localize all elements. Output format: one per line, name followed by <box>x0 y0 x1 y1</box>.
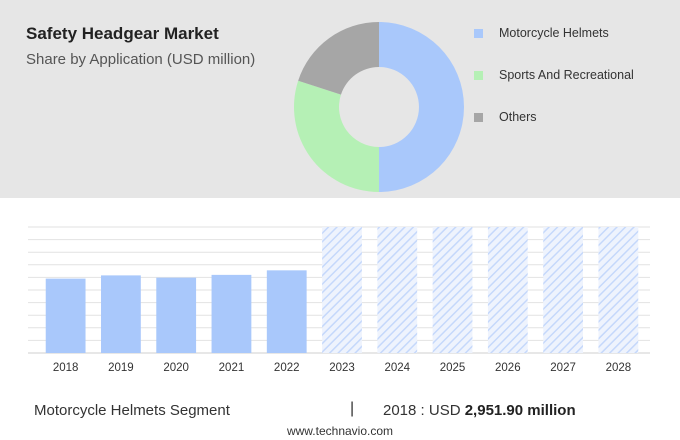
bar-forecast-2023 <box>322 227 362 353</box>
x-tick-label-2025: 2025 <box>440 362 466 374</box>
bar-2019 <box>101 275 141 353</box>
x-tick-label-2026: 2026 <box>495 362 521 374</box>
bar-forecast-2024 <box>377 227 418 353</box>
legend-item-sports-recreational: Sports And Recreational <box>474 54 634 96</box>
legend-item-others: Others <box>474 96 634 138</box>
legend-swatch-sports-recreational <box>474 70 483 80</box>
x-tick-label-2022: 2022 <box>274 362 300 374</box>
bar-2021 <box>211 274 252 353</box>
x-tick-label-2019: 2019 <box>108 362 134 374</box>
x-tick-label-2021: 2021 <box>219 362 245 374</box>
bar-2018 <box>45 278 86 353</box>
x-tick-label-2028: 2028 <box>606 362 632 374</box>
donut-chart <box>293 22 464 192</box>
segment-year: 2018 : USD <box>383 402 465 419</box>
x-tick-label-2027: 2027 <box>550 362 576 374</box>
segment-label: Motorcycle Helmets Segment <box>34 402 230 419</box>
legend-label-others: Others <box>499 110 537 124</box>
bar-2022 <box>266 270 307 353</box>
footer-separator: | <box>350 400 355 417</box>
bar-2020 <box>156 277 197 353</box>
x-tick-label-2020: 2020 <box>163 362 189 374</box>
donut-slice-motorcycle-helmets <box>379 22 464 192</box>
x-tick-label-2018: 2018 <box>53 362 79 374</box>
donut-slice-others <box>298 22 379 95</box>
legend-label-motorcycle-helmets: Motorcycle Helmets <box>499 26 609 40</box>
bar-forecast-2028 <box>598 227 639 353</box>
segment-value: 2018 : USD 2,951.90 million <box>383 402 576 419</box>
legend-swatch-motorcycle-helmets <box>474 28 483 38</box>
chart-title: Safety Headgear Market <box>26 24 219 43</box>
legend-item-motorcycle-helmets: Motorcycle Helmets <box>474 12 634 54</box>
donut-slice-sports-and-recreational <box>293 80 379 192</box>
legend: Motorcycle Helmets Sports And Recreation… <box>474 12 634 138</box>
bar-chart: 2018 2019 2020 2021 2022 2023 2024 2025 2026 2027… <box>28 226 650 374</box>
chart-subtitle: Share by Application (USD million) <box>26 51 256 68</box>
x-tick-label-2024: 2024 <box>384 362 410 374</box>
source-link[interactable]: www.technavio.com <box>286 424 394 438</box>
bar-forecast-2027 <box>543 227 583 353</box>
bar-forecast-2026 <box>487 227 528 353</box>
bar-forecast-2025 <box>432 227 473 353</box>
legend-label-sports-recreational: Sports And Recreational <box>499 68 634 82</box>
x-tick-label-2023: 2023 <box>329 362 355 374</box>
segment-amount: 2,951.90 million <box>464 402 576 419</box>
legend-swatch-others <box>474 112 483 122</box>
